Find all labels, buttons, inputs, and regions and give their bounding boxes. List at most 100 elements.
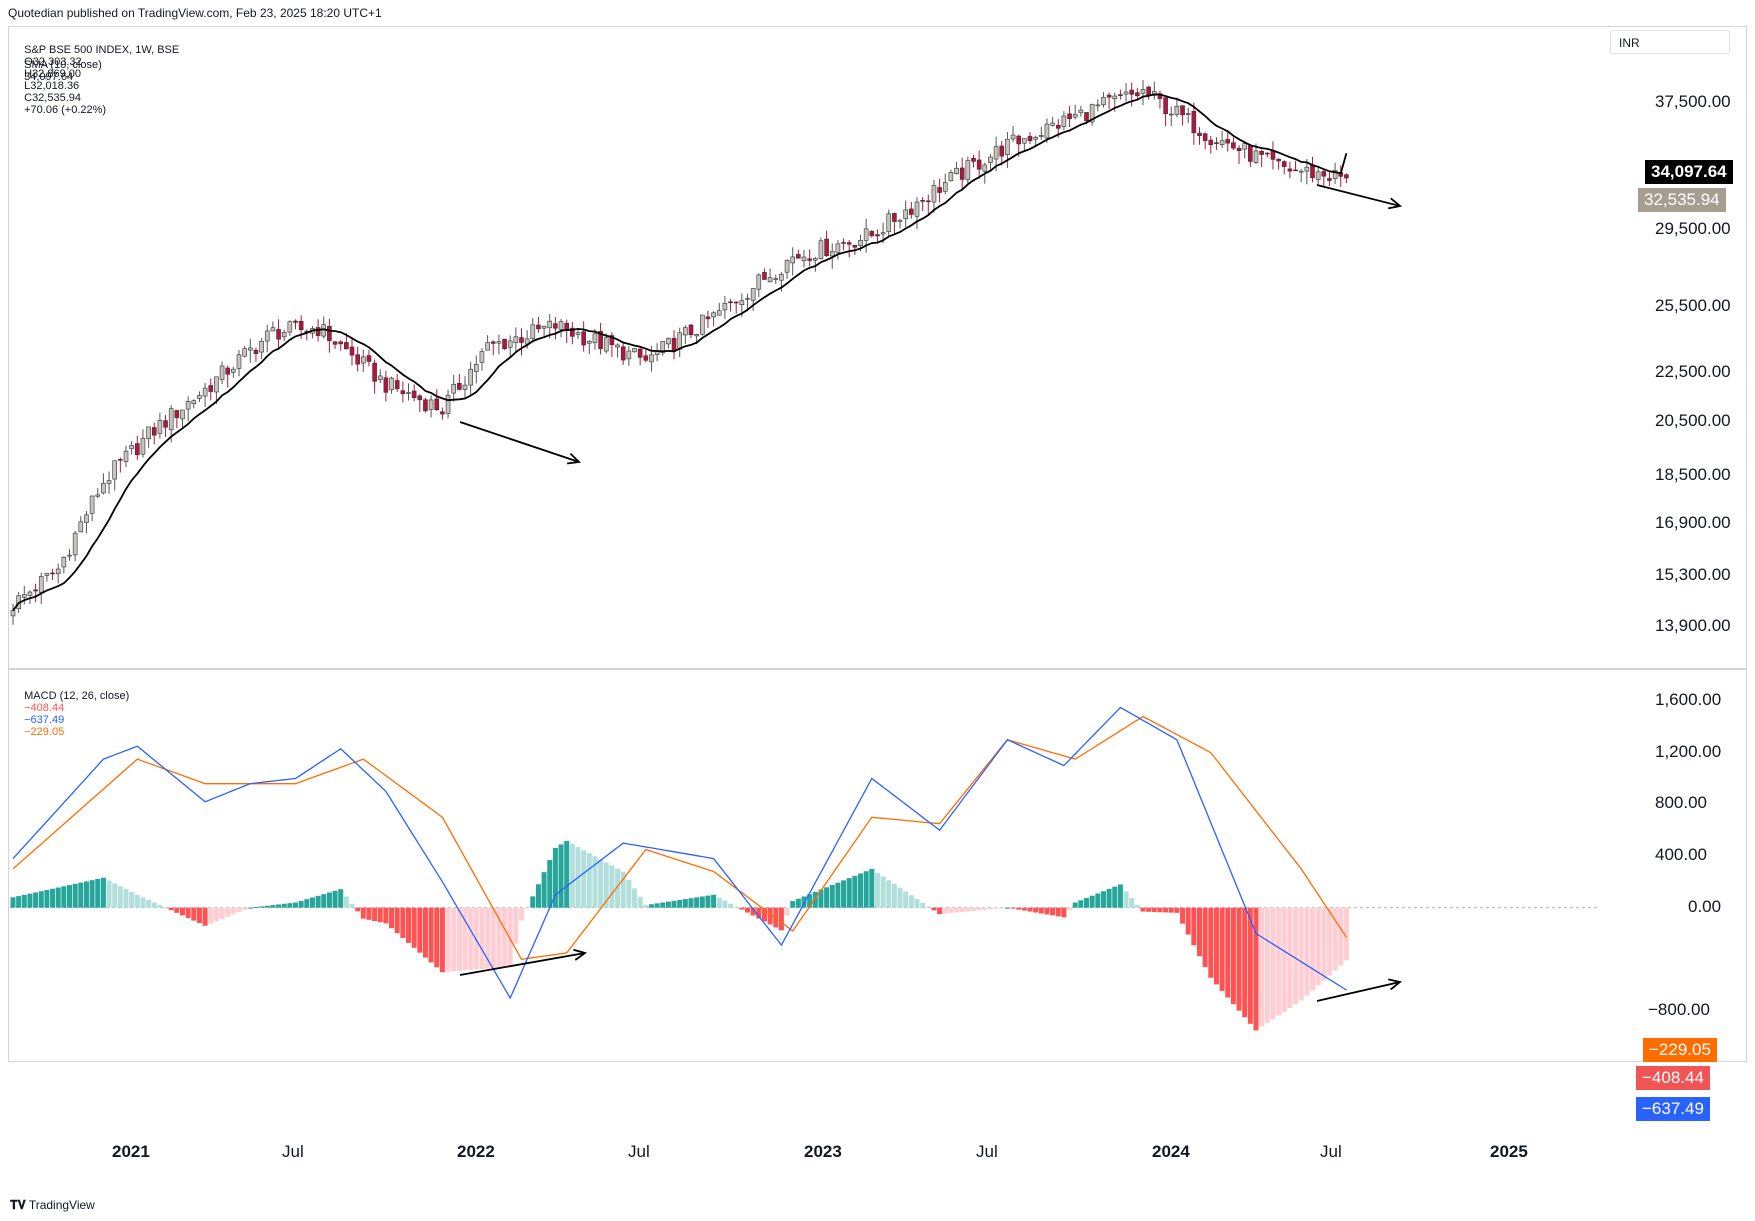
- candle-body[interactable]: [592, 333, 598, 343]
- candle-body[interactable]: [1072, 113, 1078, 118]
- histogram-bar[interactable]: [338, 889, 344, 908]
- candle-body[interactable]: [202, 387, 208, 397]
- histogram-bar[interactable]: [1242, 907, 1248, 1018]
- candle-body[interactable]: [586, 341, 592, 344]
- histogram-bar[interactable]: [146, 899, 152, 908]
- histogram-bar[interactable]: [1123, 891, 1129, 908]
- histogram-bar[interactable]: [1236, 907, 1242, 1011]
- histogram-bar[interactable]: [1247, 907, 1253, 1024]
- histogram-bar[interactable]: [1146, 907, 1152, 912]
- candle-body[interactable]: [440, 411, 445, 415]
- histogram-bar[interactable]: [355, 907, 361, 912]
- histogram-bar[interactable]: [422, 907, 428, 958]
- candle-body[interactable]: [214, 376, 219, 393]
- histogram-bar[interactable]: [1072, 902, 1078, 908]
- candle-body[interactable]: [95, 494, 101, 497]
- histogram-bar[interactable]: [389, 907, 395, 929]
- candle-body[interactable]: [513, 336, 519, 344]
- histogram-bar[interactable]: [394, 907, 400, 934]
- histogram-bar[interactable]: [801, 896, 807, 908]
- histogram-bar[interactable]: [383, 907, 389, 924]
- candle-body[interactable]: [790, 256, 796, 264]
- histogram-bar[interactable]: [287, 903, 293, 908]
- candle-body[interactable]: [276, 329, 281, 340]
- histogram-bar[interactable]: [174, 907, 180, 913]
- histogram-bar[interactable]: [196, 907, 202, 924]
- candle-body[interactable]: [1106, 94, 1112, 98]
- histogram-bar[interactable]: [1168, 907, 1174, 913]
- candle-body[interactable]: [1016, 135, 1022, 145]
- histogram-bar[interactable]: [191, 907, 197, 921]
- candle-body[interactable]: [197, 395, 202, 399]
- candle-body[interactable]: [485, 342, 490, 351]
- candle-body[interactable]: [1078, 109, 1084, 114]
- histogram-bar[interactable]: [586, 853, 592, 908]
- histogram-bar[interactable]: [479, 907, 485, 970]
- candle-body[interactable]: [332, 341, 338, 345]
- candle-body[interactable]: [349, 346, 355, 356]
- histogram-bar[interactable]: [1174, 907, 1180, 913]
- candle-body[interactable]: [366, 355, 372, 362]
- histogram-bar[interactable]: [778, 907, 784, 931]
- histogram-bar[interactable]: [1287, 907, 1293, 1008]
- histogram-bar[interactable]: [886, 880, 892, 908]
- candle-body[interactable]: [1265, 152, 1270, 155]
- candle-body[interactable]: [519, 337, 524, 343]
- histogram-bar[interactable]: [863, 871, 869, 908]
- macd-legend[interactable]: MACD (12, 26, close) −408.44 −637.49 −22…: [18, 678, 129, 738]
- candle-body[interactable]: [72, 532, 78, 556]
- candle-body[interactable]: [694, 333, 699, 337]
- histogram-bar[interactable]: [168, 907, 174, 911]
- candle-body[interactable]: [1304, 166, 1310, 172]
- candle-body[interactable]: [711, 312, 716, 318]
- histogram-bar[interactable]: [434, 907, 440, 968]
- candle-body[interactable]: [242, 348, 247, 357]
- candle-body[interactable]: [982, 164, 988, 172]
- candle-body[interactable]: [858, 240, 863, 246]
- candle-body[interactable]: [298, 320, 304, 331]
- candle-body[interactable]: [1101, 97, 1106, 106]
- histogram-bar[interactable]: [112, 883, 118, 908]
- candle-body[interactable]: [502, 338, 507, 350]
- candle-body[interactable]: [67, 554, 72, 557]
- histogram-bar[interactable]: [564, 840, 570, 908]
- candle-body[interactable]: [547, 320, 553, 329]
- candle-body[interactable]: [400, 390, 406, 394]
- histogram-bar[interactable]: [637, 896, 643, 908]
- histogram-bar[interactable]: [123, 889, 129, 908]
- histogram-bar[interactable]: [366, 907, 372, 920]
- candle-body[interactable]: [468, 368, 473, 386]
- candle-body[interactable]: [50, 572, 55, 575]
- candle-body[interactable]: [603, 337, 609, 352]
- histogram-bar[interactable]: [360, 907, 366, 919]
- candle-body[interactable]: [1123, 91, 1129, 95]
- candle-body[interactable]: [988, 156, 993, 163]
- candle-body[interactable]: [1050, 122, 1055, 126]
- histogram-bar[interactable]: [677, 899, 683, 908]
- histogram-bar[interactable]: [1208, 907, 1214, 978]
- candle-body[interactable]: [1044, 123, 1050, 139]
- candle-body[interactable]: [344, 342, 349, 350]
- histogram-bar[interactable]: [95, 878, 101, 908]
- candle-body[interactable]: [976, 159, 982, 170]
- histogram-bar[interactable]: [1151, 907, 1157, 912]
- histogram-bar[interactable]: [157, 905, 163, 908]
- histogram-bar[interactable]: [547, 860, 553, 908]
- candle-body[interactable]: [553, 323, 558, 329]
- histogram-bar[interactable]: [1230, 907, 1236, 1005]
- histogram-bar[interactable]: [259, 906, 265, 908]
- histogram-bar[interactable]: [558, 844, 564, 908]
- candle-body[interactable]: [1214, 142, 1219, 144]
- candle-body[interactable]: [812, 258, 818, 261]
- candle-body[interactable]: [954, 167, 959, 174]
- candle-body[interactable]: [264, 330, 270, 342]
- histogram-bar[interactable]: [982, 907, 988, 910]
- candle-body[interactable]: [756, 274, 762, 290]
- histogram-bar[interactable]: [1264, 907, 1270, 1023]
- histogram-bar[interactable]: [1315, 907, 1321, 986]
- histogram-bar[interactable]: [530, 896, 536, 908]
- histogram-bar[interactable]: [456, 907, 462, 971]
- histogram-bar[interactable]: [716, 897, 722, 908]
- candle-body[interactable]: [236, 354, 242, 369]
- histogram-bar[interactable]: [1140, 907, 1146, 912]
